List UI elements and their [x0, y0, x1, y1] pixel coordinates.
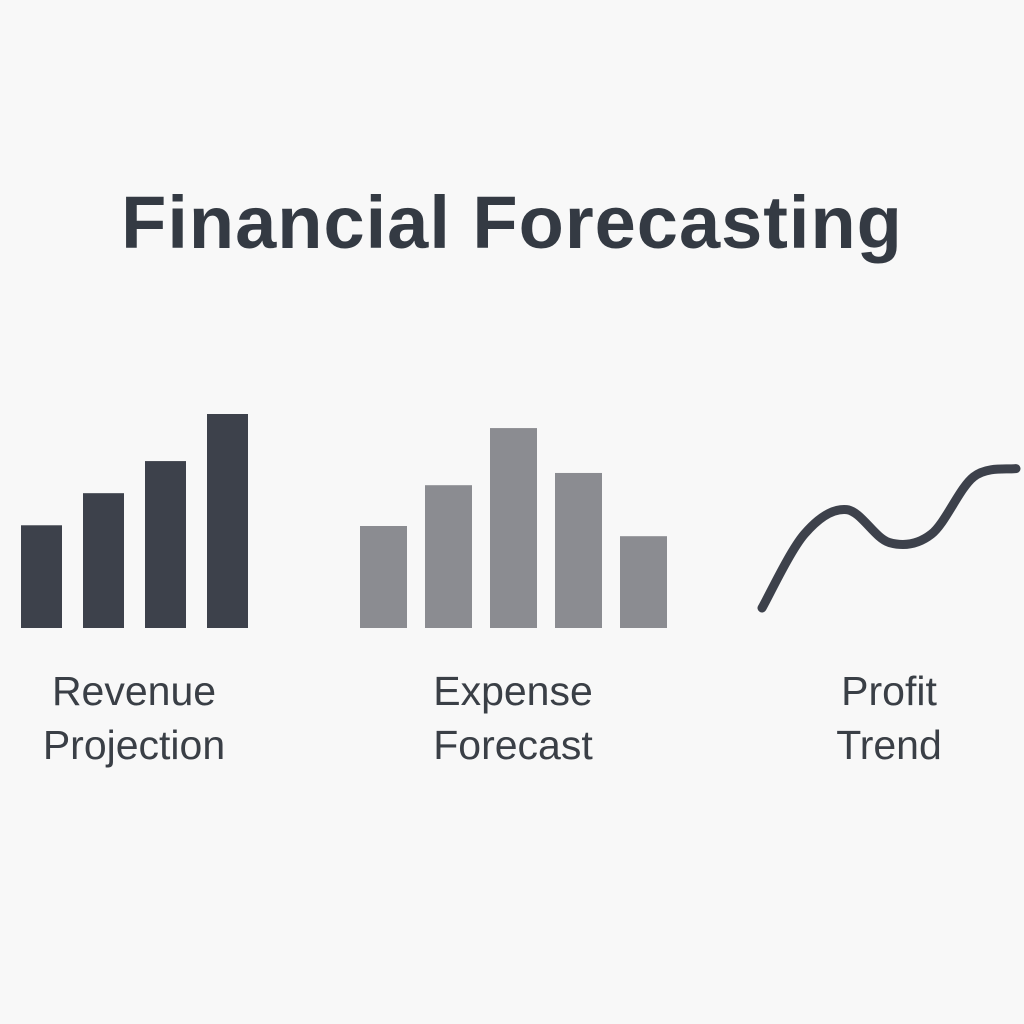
revenue-projection-chart — [21, 414, 248, 628]
profit-trend-line — [757, 464, 1021, 613]
profit-trend-chart — [757, 464, 1021, 613]
expense-bar-4 — [555, 472, 602, 628]
expense-bar-5 — [620, 536, 667, 628]
expense-bar-1 — [360, 526, 407, 628]
revenue-bar-2 — [83, 493, 124, 628]
expense-forecast-label: Expense Forecast — [382, 664, 644, 772]
expense-bar-2 — [425, 485, 472, 628]
profit-label-line1: Profit — [841, 668, 937, 714]
revenue-bar-4 — [207, 414, 248, 628]
profit-trend-label: Profit Trend — [780, 664, 998, 772]
expense-forecast-chart — [360, 428, 667, 628]
expense-label-line1: Expense — [433, 668, 593, 714]
revenue-projection-label: Revenue Projection — [0, 664, 268, 772]
page-title: Financial Forecasting — [121, 181, 903, 264]
revenue-label-line1: Revenue — [51, 668, 217, 714]
revenue-bar-3 — [145, 461, 186, 628]
revenue-label-line2: Projection — [42, 722, 226, 768]
expense-bar-3 — [490, 428, 537, 628]
revenue-bar-1 — [21, 525, 62, 628]
expense-label-line2: Forecast — [433, 722, 593, 768]
profit-label-line2: Trend — [836, 722, 942, 768]
